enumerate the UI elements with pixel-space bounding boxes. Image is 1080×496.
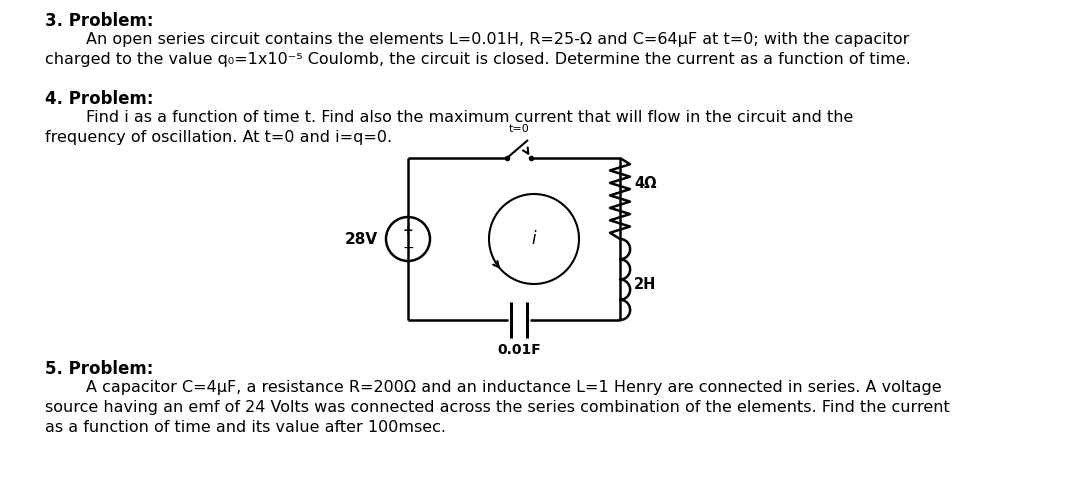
Text: Find i as a function of time t. Find also the maximum current that will flow in : Find i as a function of time t. Find als… [45,110,853,125]
Text: t=0: t=0 [509,124,529,134]
Text: 5. Problem:: 5. Problem: [45,360,153,378]
Text: frequency of oscillation. At t=0 and i=q=0.: frequency of oscillation. At t=0 and i=q… [45,130,392,145]
Text: A capacitor C=4μF, a resistance R=200Ω and an inductance L=1 Henry are connected: A capacitor C=4μF, a resistance R=200Ω a… [45,380,942,395]
Text: charged to the value q₀=1x10⁻⁵ Coulomb, the circuit is closed. Determine the cur: charged to the value q₀=1x10⁻⁵ Coulomb, … [45,52,910,67]
Text: source having an emf of 24 Volts was connected across the series combination of : source having an emf of 24 Volts was con… [45,400,949,415]
Text: 4Ω: 4Ω [634,176,657,191]
Text: 0.01F: 0.01F [497,343,541,357]
Text: An open series circuit contains the elements L=0.01H, R=25-Ω and C=64μF at t=0; : An open series circuit contains the elem… [45,32,909,47]
Text: 28V: 28V [345,232,378,247]
Text: $i$: $i$ [530,230,537,248]
Text: −: − [402,241,414,255]
Text: 2H: 2H [634,277,657,292]
Text: +: + [403,225,414,238]
Text: 3. Problem:: 3. Problem: [45,12,153,30]
Text: as a function of time and its value after 100msec.: as a function of time and its value afte… [45,420,446,435]
Text: 4. Problem:: 4. Problem: [45,90,153,108]
